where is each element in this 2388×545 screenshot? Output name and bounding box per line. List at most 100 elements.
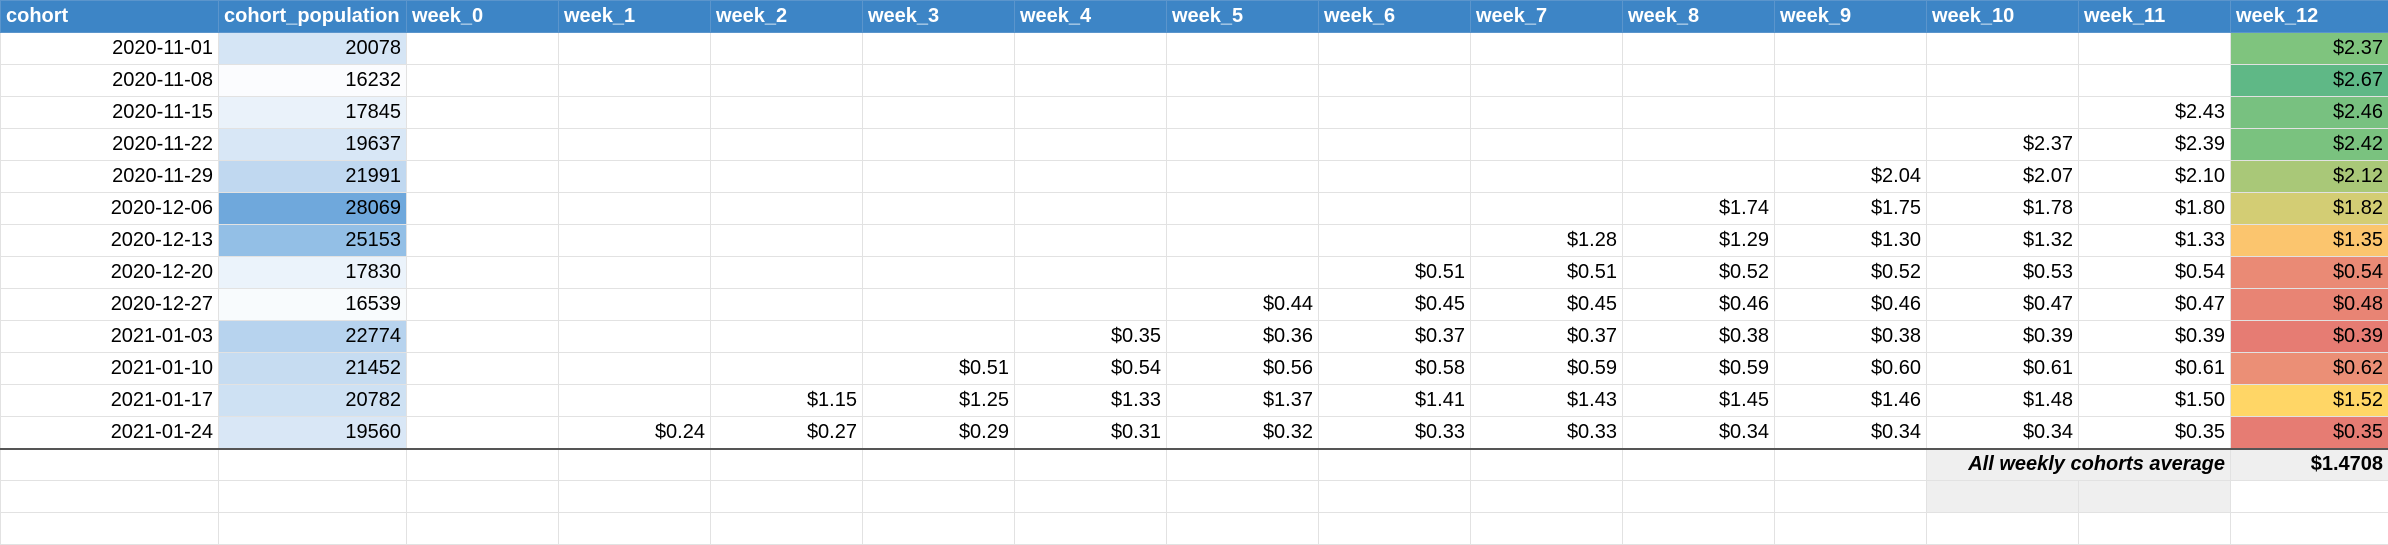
week-3-cell[interactable] — [863, 161, 1015, 193]
week-0-cell[interactable] — [407, 321, 559, 353]
week-2-cell[interactable] — [711, 65, 863, 97]
week-6-cell[interactable] — [1319, 225, 1471, 257]
column-header[interactable]: week_1 — [559, 1, 711, 33]
week-6-cell[interactable] — [1319, 33, 1471, 65]
week-5-cell[interactable] — [1167, 97, 1319, 129]
week-6-cell[interactable] — [1319, 193, 1471, 225]
week-3-cell[interactable] — [863, 193, 1015, 225]
week-3-cell[interactable]: $0.29 — [863, 417, 1015, 449]
empty-cell[interactable] — [1623, 481, 1775, 513]
empty-cell[interactable] — [1927, 481, 2079, 513]
week-7-cell[interactable]: $1.28 — [1471, 225, 1623, 257]
empty-cell[interactable] — [711, 513, 863, 545]
empty-cell[interactable] — [1167, 513, 1319, 545]
week-6-cell[interactable]: $0.37 — [1319, 321, 1471, 353]
column-header[interactable]: cohort — [1, 1, 219, 33]
week-7-cell[interactable] — [1471, 193, 1623, 225]
week-5-cell[interactable] — [1167, 33, 1319, 65]
population-cell[interactable]: 22774 — [219, 321, 407, 353]
empty-cell[interactable] — [1015, 481, 1167, 513]
empty-cell[interactable] — [1319, 449, 1471, 481]
week-11-cell[interactable] — [2079, 33, 2231, 65]
empty-cell[interactable] — [219, 513, 407, 545]
week-7-cell[interactable]: $0.51 — [1471, 257, 1623, 289]
week-2-cell[interactable] — [711, 129, 863, 161]
week-12-cell[interactable]: $1.52 — [2231, 385, 2388, 417]
week-1-cell[interactable] — [559, 385, 711, 417]
week-3-cell[interactable] — [863, 321, 1015, 353]
week-4-cell[interactable] — [1015, 65, 1167, 97]
week-1-cell[interactable] — [559, 289, 711, 321]
week-5-cell[interactable] — [1167, 193, 1319, 225]
week-2-cell[interactable] — [711, 161, 863, 193]
week-7-cell[interactable]: $0.33 — [1471, 417, 1623, 449]
week-6-cell[interactable] — [1319, 65, 1471, 97]
population-cell[interactable]: 28069 — [219, 193, 407, 225]
average-value[interactable]: $1.4708 — [2231, 449, 2388, 481]
week-10-cell[interactable]: $0.34 — [1927, 417, 2079, 449]
week-7-cell[interactable] — [1471, 161, 1623, 193]
week-5-cell[interactable] — [1167, 161, 1319, 193]
empty-cell[interactable] — [1927, 513, 2079, 545]
week-1-cell[interactable] — [559, 225, 711, 257]
column-header[interactable]: week_0 — [407, 1, 559, 33]
column-header[interactable]: week_12 — [2231, 1, 2388, 33]
week-11-cell[interactable]: $2.43 — [2079, 97, 2231, 129]
empty-cell[interactable] — [559, 513, 711, 545]
week-0-cell[interactable] — [407, 129, 559, 161]
week-10-cell[interactable]: $0.61 — [1927, 353, 2079, 385]
week-8-cell[interactable]: $0.38 — [1623, 321, 1775, 353]
week-8-cell[interactable]: $1.29 — [1623, 225, 1775, 257]
week-4-cell[interactable] — [1015, 161, 1167, 193]
week-4-cell[interactable] — [1015, 257, 1167, 289]
week-0-cell[interactable] — [407, 193, 559, 225]
week-4-cell[interactable] — [1015, 289, 1167, 321]
week-0-cell[interactable] — [407, 385, 559, 417]
week-0-cell[interactable] — [407, 33, 559, 65]
week-0-cell[interactable] — [407, 225, 559, 257]
cohort-cell[interactable]: 2020-11-08 — [1, 65, 219, 97]
cohort-cell[interactable]: 2020-11-22 — [1, 129, 219, 161]
empty-cell[interactable] — [1015, 449, 1167, 481]
week-10-cell[interactable]: $0.39 — [1927, 321, 2079, 353]
week-11-cell[interactable]: $1.80 — [2079, 193, 2231, 225]
week-2-cell[interactable] — [711, 257, 863, 289]
week-3-cell[interactable] — [863, 65, 1015, 97]
week-1-cell[interactable] — [559, 129, 711, 161]
week-1-cell[interactable]: $0.24 — [559, 417, 711, 449]
week-3-cell[interactable]: $0.51 — [863, 353, 1015, 385]
empty-cell[interactable] — [407, 481, 559, 513]
week-5-cell[interactable]: $1.37 — [1167, 385, 1319, 417]
week-3-cell[interactable] — [863, 289, 1015, 321]
empty-cell[interactable] — [1319, 513, 1471, 545]
week-8-cell[interactable] — [1623, 33, 1775, 65]
population-cell[interactable]: 16539 — [219, 289, 407, 321]
column-header[interactable]: week_4 — [1015, 1, 1167, 33]
empty-cell[interactable] — [863, 449, 1015, 481]
population-cell[interactable]: 16232 — [219, 65, 407, 97]
week-7-cell[interactable]: $0.59 — [1471, 353, 1623, 385]
population-cell[interactable]: 20782 — [219, 385, 407, 417]
cohort-cell[interactable]: 2020-12-06 — [1, 193, 219, 225]
empty-cell[interactable] — [559, 449, 711, 481]
empty-cell[interactable] — [1, 481, 219, 513]
week-3-cell[interactable]: $1.25 — [863, 385, 1015, 417]
week-9-cell[interactable]: $0.52 — [1775, 257, 1927, 289]
week-10-cell[interactable]: $2.37 — [1927, 129, 2079, 161]
population-cell[interactable]: 17830 — [219, 257, 407, 289]
column-header[interactable]: week_11 — [2079, 1, 2231, 33]
empty-cell[interactable] — [1, 513, 219, 545]
population-cell[interactable]: 25153 — [219, 225, 407, 257]
week-9-cell[interactable]: $0.46 — [1775, 289, 1927, 321]
week-8-cell[interactable]: $1.45 — [1623, 385, 1775, 417]
empty-cell[interactable] — [1623, 513, 1775, 545]
cohort-cell[interactable]: 2020-12-27 — [1, 289, 219, 321]
week-3-cell[interactable] — [863, 257, 1015, 289]
week-10-cell[interactable]: $1.48 — [1927, 385, 2079, 417]
week-0-cell[interactable] — [407, 161, 559, 193]
column-header[interactable]: week_3 — [863, 1, 1015, 33]
week-7-cell[interactable] — [1471, 97, 1623, 129]
empty-cell[interactable] — [1775, 449, 1927, 481]
week-10-cell[interactable]: $0.53 — [1927, 257, 2079, 289]
week-12-cell[interactable]: $1.82 — [2231, 193, 2388, 225]
